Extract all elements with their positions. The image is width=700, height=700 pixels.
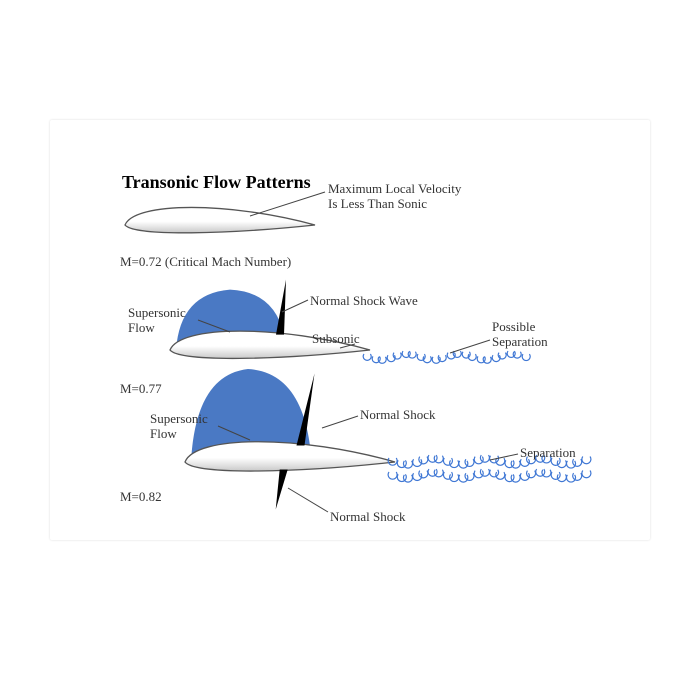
diagram-stage: Transonic Flow Patterns M=0.72 (Critical… [50,120,650,540]
annotation-label: Maximum Local VelocityIs Less Than Sonic [328,182,461,212]
annotation-label: SupersonicFlow [128,306,186,336]
annotation-label: M=0.82 [120,490,162,505]
annotation-label: SupersonicFlow [150,412,208,442]
annotation-label: PossibleSeparation [492,320,548,350]
annotation-label: M=0.77 [120,382,162,397]
annotation-label: Subsonic [312,332,360,347]
diagram-card: Transonic Flow Patterns M=0.72 (Critical… [50,120,650,540]
annotation-label: Normal Shock [360,408,435,423]
annotation-label: Separation [520,446,576,461]
annotation-label: Normal Shock Wave [310,294,418,309]
annotation-label: Normal Shock [330,510,405,525]
annotation-label: M=0.72 (Critical Mach Number) [120,255,291,270]
diagram-title: Transonic Flow Patterns [122,172,311,193]
